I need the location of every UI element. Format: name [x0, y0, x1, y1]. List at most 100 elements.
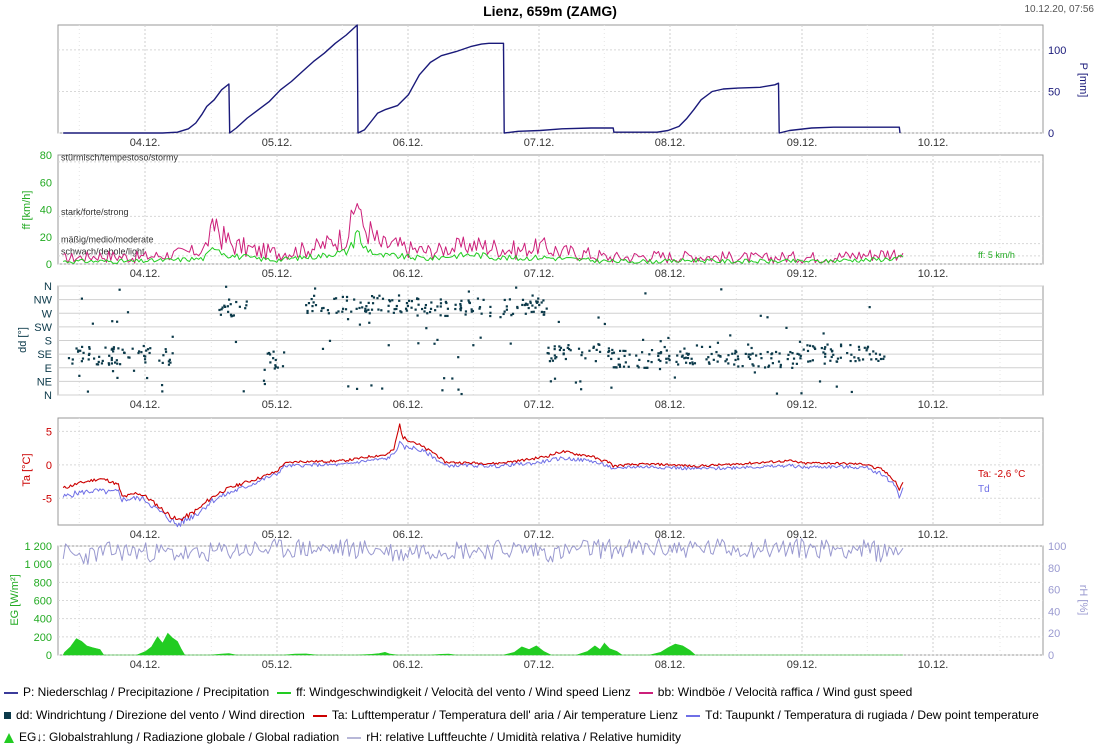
- winddir-point: [679, 350, 682, 353]
- winddir-point: [724, 360, 727, 363]
- winddir-point: [611, 352, 614, 355]
- winddir-point: [622, 365, 626, 368]
- direction-tick: SE: [37, 349, 52, 361]
- winddir-point: [798, 340, 802, 343]
- winddir-point: [273, 367, 276, 370]
- winddir-point: [700, 345, 704, 349]
- legend-triangle-swatch: [4, 732, 14, 743]
- humidity-y-tick: 40: [1048, 606, 1060, 618]
- winddir-point: [516, 306, 519, 310]
- wind-speed-line: [63, 230, 904, 264]
- winddir-point: [530, 310, 533, 314]
- winddir-point: [80, 297, 84, 300]
- winddir-point: [101, 359, 104, 363]
- winddir-point: [164, 348, 167, 351]
- winddir-point: [444, 314, 447, 318]
- winddir-point: [341, 310, 344, 313]
- winddir-point: [750, 346, 753, 350]
- winddir-point: [667, 357, 670, 360]
- winddir-point: [637, 366, 640, 369]
- winddir-point: [853, 356, 856, 359]
- winddir-point: [368, 321, 371, 324]
- winddir-point: [226, 305, 229, 308]
- winddir-point: [472, 344, 475, 347]
- x-tick-label: 07.12.: [524, 399, 555, 411]
- winddir-point: [818, 380, 822, 383]
- humidity-y-tick: 60: [1048, 585, 1060, 597]
- winddir-point: [796, 352, 799, 355]
- winddir-point: [681, 354, 684, 357]
- winddir-point: [877, 359, 880, 362]
- winddir-point: [445, 301, 448, 305]
- winddir-point: [641, 351, 644, 354]
- winddir-point: [617, 363, 620, 366]
- winddir-point: [767, 365, 770, 369]
- winddir-point: [731, 352, 734, 355]
- winddir-point: [550, 357, 553, 360]
- winddir-point: [347, 385, 350, 388]
- winddir-point: [684, 361, 688, 364]
- winddir-point: [218, 308, 221, 312]
- winddir-point: [542, 299, 545, 302]
- winddir-point: [795, 362, 798, 365]
- winddir-point: [627, 365, 630, 368]
- winddir-point: [823, 347, 826, 351]
- winddir-point: [479, 336, 482, 339]
- winddir-point: [219, 313, 223, 316]
- winddir-point: [228, 298, 231, 301]
- x-tick-label: 04.12.: [130, 268, 161, 280]
- winddir-point: [524, 312, 527, 315]
- winddir-point: [553, 345, 556, 348]
- winddir-point: [229, 303, 232, 306]
- winddir-point: [558, 345, 561, 348]
- winddir-point: [716, 341, 720, 344]
- winddir-point: [245, 300, 248, 303]
- direction-tick: N: [44, 281, 52, 293]
- winddir-point: [854, 360, 857, 363]
- winddir-point: [149, 347, 152, 350]
- winddir-point: [276, 366, 279, 369]
- winddir-point: [808, 344, 812, 347]
- x-tick-label: 09.12.: [787, 268, 818, 280]
- precip-y-tick: 50: [1048, 86, 1060, 98]
- winddir-point: [568, 347, 571, 351]
- legend-row-3: EG↓: Globalstrahlung / Radiazione global…: [4, 730, 689, 744]
- winddir-point: [537, 297, 540, 300]
- winddir-point: [307, 302, 311, 305]
- winddir-point: [160, 383, 164, 387]
- winddir-point: [607, 350, 610, 354]
- winddir-point: [543, 311, 546, 314]
- winddir-point: [676, 354, 679, 357]
- winddir-point: [567, 344, 570, 347]
- winddir-point: [763, 366, 767, 369]
- winddir-point: [747, 353, 750, 356]
- winddir-point: [417, 342, 420, 345]
- winddir-point: [355, 387, 359, 391]
- winddir-point: [459, 304, 462, 307]
- winddir-point: [786, 357, 789, 361]
- winddir-y-label: dd [°]: [17, 327, 29, 353]
- winddir-point: [137, 351, 140, 355]
- winddir-point: [126, 311, 130, 314]
- winddir-point: [221, 306, 224, 309]
- winddir-point: [480, 312, 483, 315]
- winddir-point: [659, 359, 662, 363]
- x-tick-label: 10.12.: [918, 529, 949, 541]
- winddir-point: [665, 361, 668, 364]
- winddir-point: [82, 351, 85, 354]
- winddir-point: [115, 359, 118, 362]
- winddir-point: [393, 308, 396, 311]
- winddir-point: [538, 303, 541, 307]
- x-tick-label: 05.12.: [262, 137, 293, 149]
- winddir-point: [747, 343, 750, 346]
- winddir-point: [826, 343, 829, 346]
- winddir-point: [553, 348, 556, 351]
- winddir-point: [529, 300, 532, 303]
- winddir-point: [562, 353, 565, 356]
- winddir-point: [223, 304, 226, 307]
- winddir-point: [75, 347, 78, 350]
- humidity-line: [62, 538, 904, 565]
- winddir-point: [108, 354, 111, 357]
- winddir-point: [779, 363, 782, 367]
- winddir-point: [737, 358, 740, 361]
